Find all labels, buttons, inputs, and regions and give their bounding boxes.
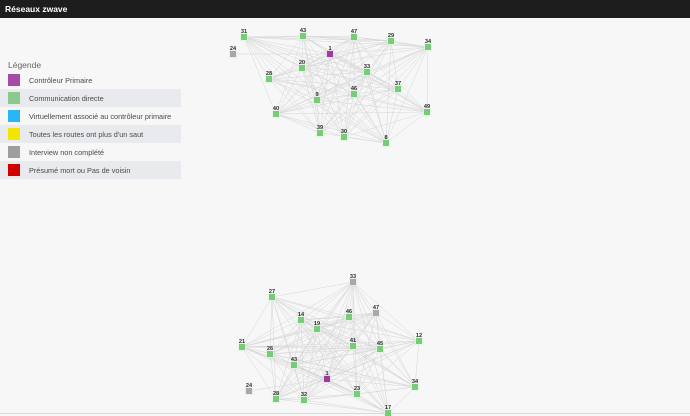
svg-text:46: 46 bbox=[346, 309, 352, 315]
svg-text:21: 21 bbox=[239, 339, 245, 345]
svg-text:32: 32 bbox=[301, 392, 307, 398]
svg-text:1: 1 bbox=[325, 371, 328, 377]
svg-text:9: 9 bbox=[315, 92, 318, 98]
svg-text:34: 34 bbox=[425, 39, 432, 45]
svg-text:24: 24 bbox=[230, 46, 237, 52]
svg-text:43: 43 bbox=[300, 28, 306, 34]
svg-text:19: 19 bbox=[314, 321, 320, 327]
svg-text:12: 12 bbox=[416, 333, 422, 339]
svg-text:23: 23 bbox=[354, 386, 360, 392]
svg-text:43: 43 bbox=[291, 357, 297, 363]
svg-text:31: 31 bbox=[241, 29, 247, 35]
svg-text:28: 28 bbox=[273, 391, 279, 397]
svg-text:47: 47 bbox=[351, 29, 357, 35]
svg-text:41: 41 bbox=[350, 338, 356, 344]
svg-text:33: 33 bbox=[364, 64, 370, 70]
svg-text:28: 28 bbox=[266, 71, 272, 77]
svg-text:26: 26 bbox=[267, 346, 273, 352]
svg-text:17: 17 bbox=[385, 405, 391, 411]
svg-text:27: 27 bbox=[269, 289, 275, 295]
svg-text:45: 45 bbox=[377, 341, 383, 347]
svg-text:8: 8 bbox=[384, 135, 387, 141]
svg-text:24: 24 bbox=[246, 383, 253, 389]
svg-text:20: 20 bbox=[299, 60, 305, 66]
svg-text:14: 14 bbox=[298, 312, 305, 318]
svg-text:49: 49 bbox=[424, 104, 430, 110]
svg-text:33: 33 bbox=[350, 274, 356, 280]
svg-text:40: 40 bbox=[273, 106, 279, 112]
svg-text:37: 37 bbox=[395, 81, 401, 87]
svg-text:39: 39 bbox=[317, 125, 323, 131]
svg-text:30: 30 bbox=[341, 129, 347, 135]
svg-text:1: 1 bbox=[328, 46, 331, 52]
svg-text:46: 46 bbox=[351, 86, 357, 92]
svg-text:29: 29 bbox=[388, 33, 394, 39]
svg-text:34: 34 bbox=[412, 379, 419, 385]
svg-text:47: 47 bbox=[373, 305, 379, 311]
